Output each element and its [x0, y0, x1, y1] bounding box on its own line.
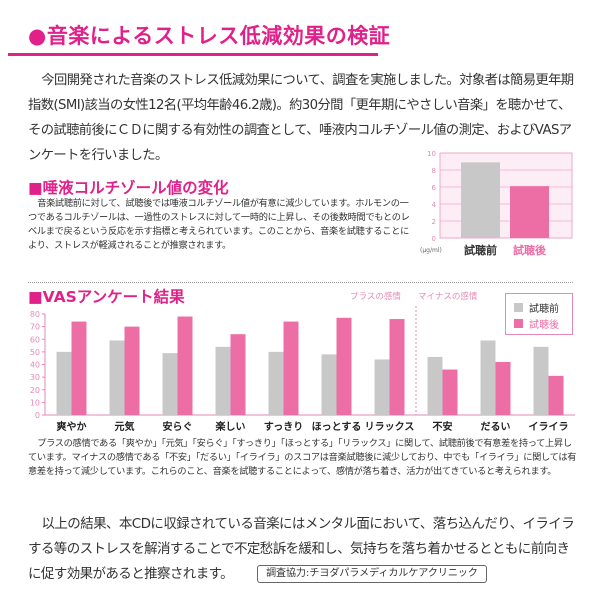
y-tick-label: 4: [432, 201, 437, 209]
y-tick-label: 2: [432, 218, 436, 226]
x-tick-label: 試聴後: [513, 243, 547, 257]
section-divider: [28, 282, 573, 283]
y-tick-label: 80: [30, 310, 40, 319]
bar-リラックス-試聴後: [389, 319, 405, 415]
x-tick-label: 元気: [115, 420, 135, 433]
bar-安らぐ-試聴後: [177, 316, 193, 415]
y-tick-label: 10: [30, 398, 40, 407]
bar-すっきり-試聴後: [283, 321, 299, 415]
y-tick-label: 6: [432, 184, 437, 192]
x-tick-label: リラックス: [365, 421, 415, 433]
bar-楽しい-試聴前: [215, 346, 231, 415]
swatch-before: [514, 303, 523, 312]
bar-だるい-試聴後: [495, 361, 511, 415]
bar-ほっとする-試聴前: [321, 354, 337, 415]
bar-試聴前: [461, 162, 500, 238]
bar-不安-試聴前: [427, 356, 443, 415]
x-tick-label: だるい: [481, 421, 511, 433]
bar-イライラ-試聴後: [548, 375, 564, 415]
bar-爽やか-試聴前: [56, 351, 72, 415]
cortisol-text: 音楽試聴前に対して、試聴後では唾液コルチゾール値が有意に減少しています。ホルモン…: [28, 198, 410, 251]
cortisol-chart: 0 2 4 6 8 10 試聴前 試聴後 (μg/ml): [420, 150, 573, 257]
x-tick-label: 試聴前: [464, 243, 497, 257]
unit-label: (μg/ml): [420, 247, 442, 254]
vas-text: プラスの感情である「爽やか」「元気」「安らぐ」「すっきり」「ほっとする」「リラッ…: [28, 438, 577, 477]
plus-emotion-label: プラスの感情: [350, 292, 401, 302]
y-tick-label: 50: [30, 348, 40, 357]
legend-before: 試聴前: [514, 300, 559, 315]
y-tick-label: 8: [432, 167, 436, 175]
plot-background: [439, 152, 573, 239]
y-tick-label: 20: [30, 386, 40, 395]
bar-すっきり-試聴前: [268, 351, 284, 415]
page-title: ●音楽によるストレス低減効果の検証: [28, 24, 391, 48]
bar-試聴後: [510, 186, 549, 238]
intro-paragraph: 今回開発された音楽のストレス低減効果について、調査を実施しました。対象者は簡易更…: [28, 73, 574, 163]
conclusion-paragraph: 以上の結果、本CDに収録されている音楽にはメンタル面において、落ち込んだり、イラ…: [28, 516, 575, 582]
y-tick-label: 10: [427, 150, 436, 158]
legend-after-label: 試聴後: [529, 320, 559, 331]
vas-chart: 0 10 20 30 40 50 60 70 80 爽やか 元気 安らぐ 楽しい すっきり ほっとする リラッ…: [30, 305, 575, 433]
x-tick-label: 爽やか: [57, 420, 87, 433]
y-tick-label: 40: [30, 361, 40, 370]
bar-不安-試聴後: [442, 369, 458, 415]
swatch-after: [514, 319, 523, 328]
x-tick-label: 安らぐ: [163, 420, 193, 433]
x-tick-label: 楽しい: [215, 420, 246, 433]
cortisol-heading: ■唾液コルチゾール値の変化: [28, 179, 229, 197]
y-tick-label: 70: [30, 323, 40, 332]
bar-だるい-試聴前: [480, 340, 496, 415]
bar-リラックス-試聴前: [374, 359, 390, 415]
y-tick-label: 60: [30, 335, 40, 344]
credit-box: 調査協力:チヨダパラメディカルケアクリニック: [257, 565, 487, 583]
y-tick-label: 30: [30, 373, 40, 382]
conclusion-block: 以上の結果、本CDに収録されている音楽にはメンタル面において、落ち込んだり、イラ…: [28, 512, 580, 587]
x-tick-label: 不安: [433, 420, 453, 433]
bar-ほっとする-試聴後: [336, 317, 352, 415]
vas-heading: ■VASアンケート結果: [28, 288, 185, 306]
x-tick-label: ほっとする: [312, 421, 362, 433]
bar-安らぐ-試聴前: [162, 353, 178, 415]
legend-before-label: 試聴前: [529, 304, 559, 315]
minus-emotion-label: マイナスの感情: [418, 292, 478, 302]
bar-元気-試聴前: [109, 340, 125, 415]
title-underline: [8, 53, 378, 56]
bar-爽やか-試聴後: [71, 321, 87, 415]
chart-legend: 試聴前 試聴後: [505, 293, 573, 335]
legend-after: 試聴後: [514, 316, 559, 331]
bar-イライラ-試聴前: [533, 346, 549, 415]
bar-楽しい-試聴後: [230, 334, 246, 415]
x-tick-label: イライラ: [529, 421, 569, 433]
y-tick-label: 0: [35, 411, 40, 420]
x-tick-label: すっきり: [264, 421, 304, 433]
bar-元気-試聴後: [124, 326, 140, 415]
y-tick-label: 0: [432, 235, 436, 243]
